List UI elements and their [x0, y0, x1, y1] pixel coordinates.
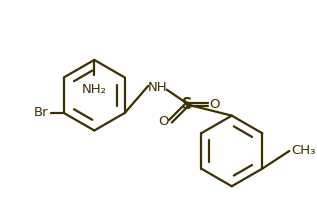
Text: NH: NH: [148, 81, 167, 94]
Text: NH₂: NH₂: [82, 83, 107, 96]
Text: S: S: [182, 97, 192, 112]
Text: O: O: [209, 98, 219, 111]
Text: O: O: [159, 115, 169, 128]
Text: Br: Br: [34, 106, 49, 119]
Text: CH₃: CH₃: [291, 145, 316, 157]
